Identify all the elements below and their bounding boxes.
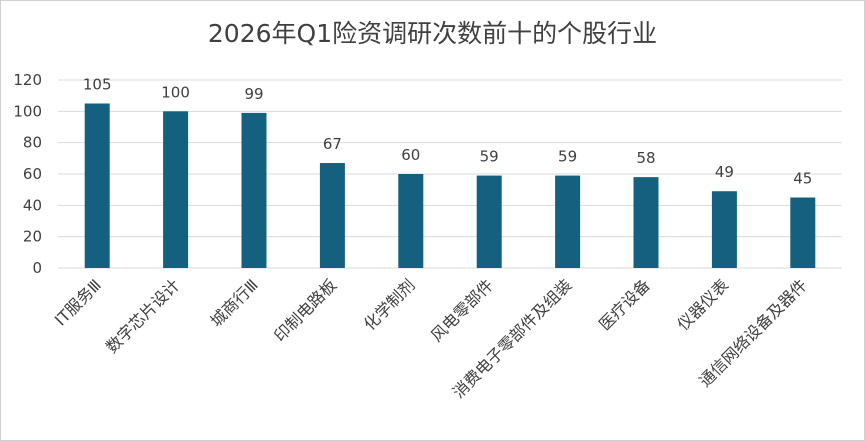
bar xyxy=(711,191,737,268)
bars xyxy=(84,103,816,269)
bar xyxy=(398,174,424,268)
x-tick-label: 仪器仪表 xyxy=(674,275,733,334)
bar xyxy=(241,112,267,269)
y-tick-label: 60 xyxy=(23,165,42,183)
y-tick-label: 80 xyxy=(23,134,42,152)
bar xyxy=(84,103,110,268)
bar xyxy=(633,177,659,268)
data-label: 99 xyxy=(244,85,263,103)
data-label: 60 xyxy=(401,146,420,164)
y-axis-ticks: 0 20 40 60 80 100 120 xyxy=(13,71,42,277)
x-tick-label: 医疗设备 xyxy=(595,275,654,334)
x-tick-label: 化学制剂 xyxy=(360,275,419,334)
gridlines xyxy=(58,79,842,269)
bar xyxy=(319,163,345,268)
data-label: 67 xyxy=(323,135,342,153)
data-label: 58 xyxy=(636,149,655,167)
bar xyxy=(163,111,189,268)
data-label: 59 xyxy=(480,148,499,166)
y-tick-label: 0 xyxy=(32,259,42,277)
y-tick-label: 40 xyxy=(23,196,42,214)
bar xyxy=(790,197,816,268)
data-label: 45 xyxy=(793,170,812,188)
x-tick-label: 风电零部件 xyxy=(427,275,497,345)
bar xyxy=(476,175,502,268)
data-label: 100 xyxy=(161,83,190,101)
x-axis-labels: IT服务Ⅲ数字芯片设计 城商行Ⅲ 印制电路板 化学制剂 风电零部件消费电子零部件及组装医… xyxy=(51,275,811,402)
x-tick-label: 城商行Ⅲ xyxy=(207,275,262,330)
x-tick-label: 印制电路板 xyxy=(270,275,340,345)
data-labels: 105 100 99 67 60 59 59 58 49 45 xyxy=(83,76,812,188)
chart-title: 2026年Q1险资调研次数前十的个股行业 xyxy=(207,19,658,48)
data-label: 49 xyxy=(715,163,734,181)
data-label: 59 xyxy=(558,148,577,166)
x-tick-label: 数字芯片设计 xyxy=(102,275,183,356)
y-tick-label: 100 xyxy=(13,102,42,120)
x-tick-label: IT服务Ⅲ xyxy=(51,275,105,329)
y-tick-label: 120 xyxy=(13,71,42,89)
bar xyxy=(555,175,581,268)
data-label: 105 xyxy=(83,76,112,94)
y-tick-label: 20 xyxy=(23,228,42,246)
